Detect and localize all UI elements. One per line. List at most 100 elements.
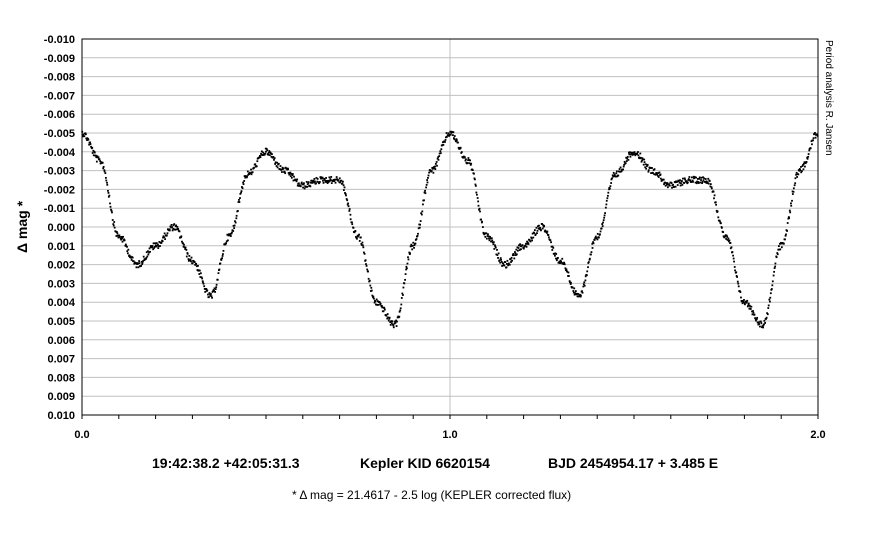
data-point [425,183,428,186]
data-point [434,162,437,165]
data-point [176,226,179,228]
data-point [135,266,138,269]
data-point [317,181,320,184]
data-point [455,139,458,142]
data-point [152,242,155,245]
data-point [289,171,292,174]
data-point [419,220,422,222]
data-point [378,301,381,304]
data-point [221,257,223,260]
data-point [571,286,574,289]
data-point [168,228,171,231]
data-point [717,216,720,219]
data-point [703,177,705,180]
data-point [406,267,408,270]
data-point [750,305,753,308]
data-point [448,135,450,137]
data-point [243,175,246,177]
data-point [452,134,454,137]
data-point [424,192,427,195]
data-point [227,239,229,242]
data-point [652,172,654,174]
data-point [346,199,349,202]
data-point [359,236,362,239]
data-point [792,190,795,193]
data-point [193,261,196,264]
data-point [354,230,357,232]
data-point [531,232,534,235]
data-point [436,157,439,160]
data-point [367,270,369,273]
data-point [240,191,242,194]
data-point [575,292,578,295]
data-point [771,284,774,287]
data-point [325,177,327,179]
data-point [144,258,147,260]
data-point [102,167,105,170]
data-point [606,197,609,200]
data-point [760,322,763,325]
data-point [453,138,456,140]
data-point [372,295,375,298]
data-point [742,301,745,304]
data-point [250,168,252,171]
data-point [563,261,566,264]
data-point [342,189,345,191]
data-point [464,159,467,162]
data-point [208,292,211,294]
data-point [488,237,490,240]
data-point [107,191,110,194]
data-point [790,204,793,207]
data-point [679,184,682,187]
data-point [358,240,361,242]
data-point [740,300,743,303]
data-point [363,252,366,255]
data-point [647,169,650,172]
data-point [520,245,523,248]
data-point [447,134,450,136]
data-point [778,248,781,251]
data-point [140,264,143,267]
data-point [709,185,712,188]
data-point [399,309,402,312]
x-tick-label: 2.0 [810,429,825,441]
data-point [101,161,104,164]
data-point [316,177,319,180]
data-point [409,252,411,255]
data-point [445,135,448,138]
data-point [623,163,626,166]
data-point [368,279,371,282]
data-point [715,209,718,212]
data-point [109,205,112,208]
y-tick-label: 0.004 [47,297,75,309]
data-point [558,260,561,263]
data-point [527,243,530,245]
data-point [637,154,640,157]
data-point [423,199,425,202]
data-point [722,231,725,234]
data-point [420,213,423,216]
data-point [482,232,485,235]
data-point [467,157,470,159]
data-point [364,259,367,262]
data-point [309,181,312,184]
data-point [383,307,386,310]
data-point [506,259,509,262]
data-point [115,235,118,237]
data-point [105,179,108,182]
data-point [663,183,665,186]
data-point [740,296,742,299]
data-point [488,239,491,242]
data-point [527,241,529,244]
data-point [633,151,636,154]
data-point [625,160,628,162]
data-point [801,165,804,167]
data-point [593,238,596,241]
data-point [280,168,283,171]
data-point [538,228,541,230]
data-point [318,181,321,183]
data-point [265,147,268,150]
data-point [295,178,298,181]
data-point [285,167,288,170]
x-tick-label: 0.0 [74,429,89,441]
